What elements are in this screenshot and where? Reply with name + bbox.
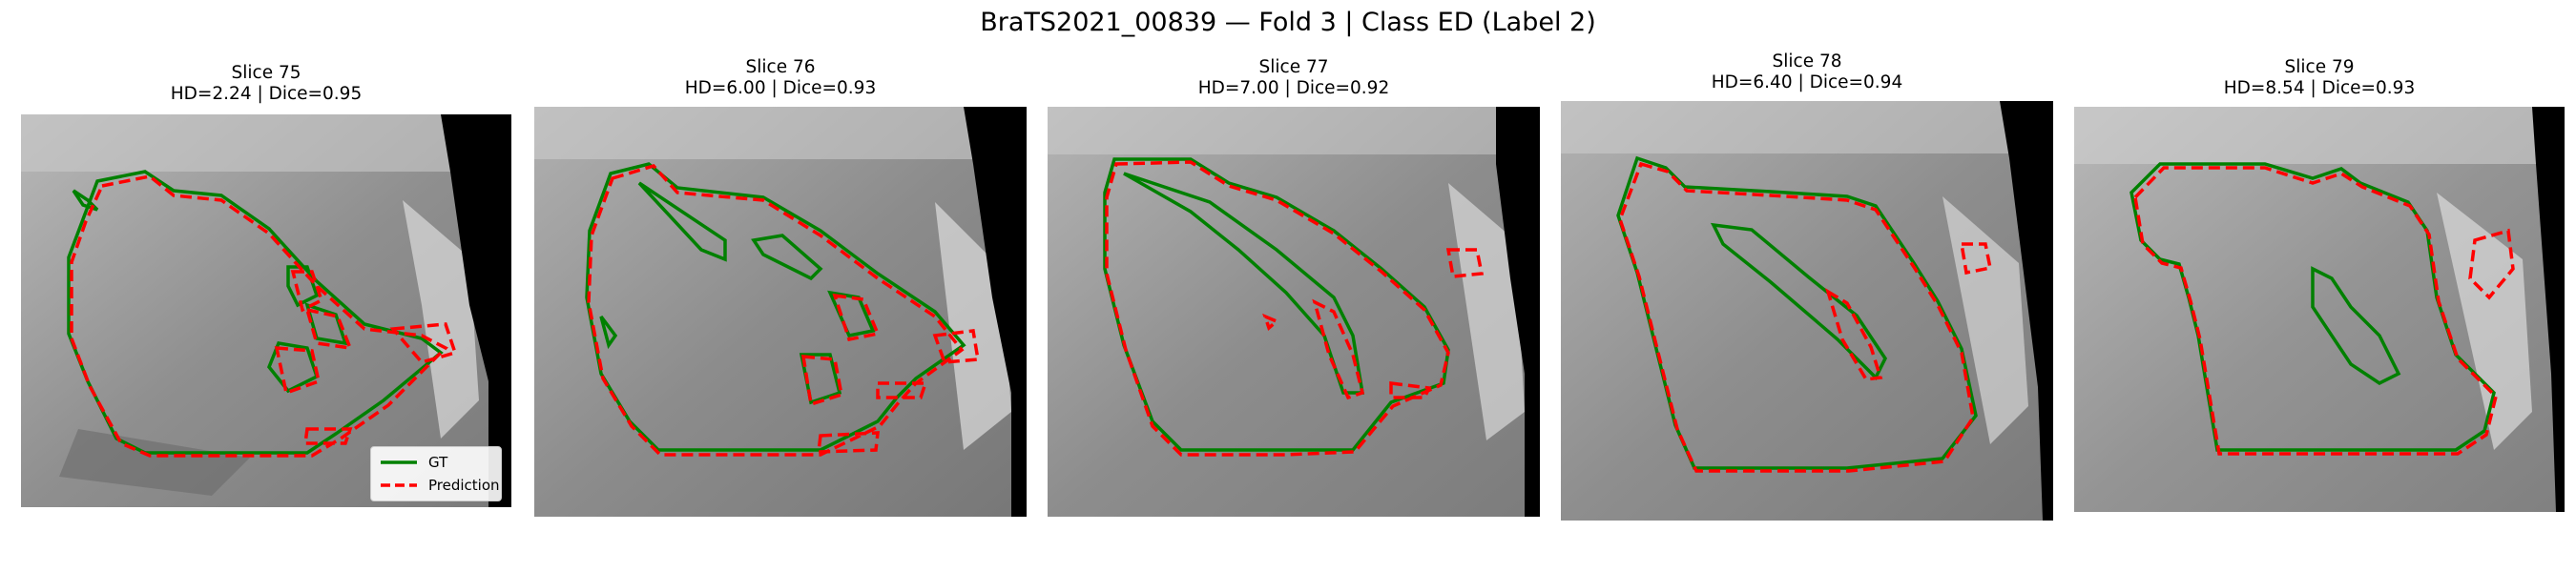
panel-5-title: Slice 79 HD=8.54 | Dice=0.93 (2074, 57, 2565, 99)
panel-1-pred-contour (70, 174, 458, 458)
panel-1-title: Slice 75 HD=2.24 | Dice=0.95 (21, 63, 511, 105)
panel-4-gt-contour (1616, 155, 1978, 470)
panel-5-metrics: HD=8.54 | Dice=0.93 (2223, 78, 2416, 98)
legend-gt-swatch (381, 460, 417, 464)
panel-4-metrics: HD=6.40 | Dice=0.94 (1711, 72, 1903, 92)
figure-title: BraTS2021_00839 — Fold 3 | Class ED (Lab… (980, 8, 1596, 37)
panel-1-mri-slice (21, 114, 511, 507)
panel-3-metrics: HD=7.00 | Dice=0.92 (1197, 78, 1390, 98)
legend-prediction-label: Prediction (428, 477, 500, 494)
panel-5-pred-contour (2133, 166, 2515, 456)
panel-3-mri-slice (1048, 107, 1540, 517)
panel-5-mri-slice (2074, 107, 2565, 512)
panel-3-pred-contour (1105, 160, 1485, 457)
legend: GT Prediction (370, 446, 502, 501)
panel-4-title: Slice 78 HD=6.40 | Dice=0.94 (1561, 51, 2053, 93)
panel-4-slice: Slice 78 (1772, 51, 1842, 72)
legend-gt-label: GT (428, 454, 448, 471)
panel-2-gt-contour (585, 162, 966, 452)
panel-3-slice: Slice 77 (1258, 57, 1329, 77)
panel-2-title: Slice 76 HD=6.00 | Dice=0.93 (534, 57, 1027, 99)
panel-3-title: Slice 77 HD=7.00 | Dice=0.92 (1048, 57, 1540, 99)
panel-2-metrics: HD=6.00 | Dice=0.93 (684, 78, 877, 98)
panel-1-metrics: HD=2.24 | Dice=0.95 (170, 84, 363, 104)
panel-4-pred-contour (1618, 161, 1993, 473)
panel-1-slice: Slice 75 (231, 63, 301, 83)
panel-4-mri-slice (1561, 101, 2053, 521)
panel-2-mri-slice (534, 107, 1027, 517)
panel-5-gt-contour (2129, 162, 2496, 452)
legend-prediction-swatch (381, 483, 417, 487)
panel-2-pred-contour (587, 164, 981, 457)
panel-2-slice: Slice 76 (745, 57, 816, 77)
panel-1-gt-contour (67, 170, 444, 455)
panel-5-slice: Slice 79 (2284, 57, 2355, 77)
